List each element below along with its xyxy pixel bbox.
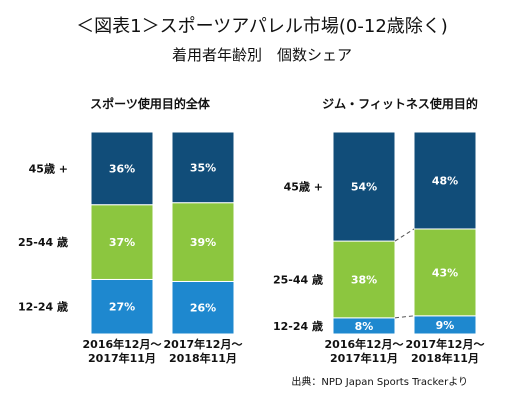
category-label: 2016年12月～ — [83, 337, 162, 351]
bar-segment — [90, 131, 154, 206]
category-label: 2017年12月～ — [406, 337, 485, 351]
series-label: 25-44 歳 — [18, 235, 68, 249]
connector-line — [394, 315, 415, 319]
series-label: 12-24 歳 — [273, 319, 323, 333]
data-label: 39% — [190, 236, 216, 249]
bar-segment — [90, 204, 154, 280]
category-label: 2017年11月 — [330, 351, 398, 365]
source-note: 出典：NPD Japan Sports Trackerより — [291, 377, 468, 388]
category-label: 2018年11月 — [169, 351, 237, 365]
category-label: 2017年12月～ — [164, 337, 243, 351]
bar-segment — [332, 131, 396, 242]
data-label: 38% — [351, 273, 377, 286]
bar-segment — [332, 240, 396, 319]
data-label: 26% — [190, 302, 216, 315]
series-label: 12-24 歳 — [18, 300, 68, 314]
series-label: 25-44 歳 — [273, 272, 323, 286]
data-label: 35% — [190, 161, 216, 174]
series-label: 45歳 + — [29, 161, 68, 175]
data-label: 37% — [109, 236, 135, 249]
data-label: 54% — [351, 181, 377, 194]
data-label: 36% — [109, 162, 135, 175]
data-label: 43% — [432, 266, 458, 279]
series-label: 45歳 + — [284, 180, 323, 194]
bar-segment — [413, 228, 477, 317]
page-title: ＜図表1＞スポーツアパレル市場(0-12歳除く) — [76, 16, 448, 37]
data-label: 48% — [432, 174, 458, 187]
data-label: 8% — [355, 320, 374, 333]
data-label: 27% — [109, 301, 135, 314]
panel-title: スポーツ使用目的全体 — [90, 96, 211, 111]
page-subtitle: 着用者年齢別 個数シェア — [171, 46, 352, 64]
category-label: 2016年12月～ — [325, 337, 404, 351]
bar-segment — [171, 131, 235, 204]
category-label: 2018年11月 — [411, 351, 479, 365]
panel-title: ジム・フィットネス使用目的 — [322, 96, 478, 111]
category-label: 2017年11月 — [88, 351, 156, 365]
data-label: 9% — [436, 319, 455, 332]
bar-segment — [90, 278, 154, 335]
connector-line — [394, 228, 415, 242]
bar-segment — [413, 131, 477, 230]
